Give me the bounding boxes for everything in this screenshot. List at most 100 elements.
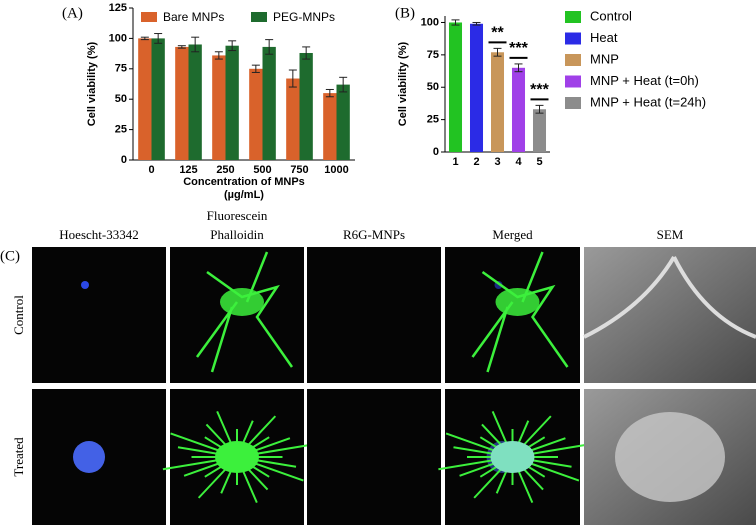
bar: [323, 93, 337, 160]
bar: [448, 22, 463, 152]
legend-label: Heat: [590, 30, 618, 45]
legend-label: PEG-MNPs: [273, 10, 335, 24]
bar: [286, 78, 300, 160]
legend-swatch: [565, 11, 581, 23]
y-tick-label: 100: [421, 16, 439, 28]
error-bar: [302, 46, 311, 60]
row-label: Treated: [11, 437, 26, 477]
error-bar: [140, 36, 149, 41]
column-header: Merged: [492, 227, 533, 242]
x-tick-label: 4: [515, 156, 522, 168]
bar: [138, 38, 152, 160]
bar: [151, 38, 165, 160]
x-tick-label: 0: [148, 164, 154, 176]
y-tick-label: 125: [109, 2, 127, 14]
x-axis-label: (µg/mL): [224, 189, 264, 201]
y-tick-label: 75: [427, 49, 439, 61]
legend-swatch: [565, 75, 581, 88]
y-tick-label: 0: [121, 154, 127, 166]
y-tick-label: 75: [115, 63, 127, 75]
bar: [249, 68, 263, 160]
bar: [490, 52, 505, 153]
x-tick-label: 750: [290, 164, 308, 176]
y-axis-label: Cell viability (%): [86, 41, 98, 126]
error-bar: [177, 45, 186, 49]
x-tick-label: 125: [179, 164, 197, 176]
cell-soma: [490, 441, 535, 473]
bar: [262, 46, 276, 160]
y-tick-label: 100: [109, 32, 127, 44]
bar: [532, 109, 547, 152]
error-bar: [493, 47, 502, 57]
y-tick-label: 0: [433, 146, 439, 158]
legend-swatch: [565, 32, 581, 45]
sem-cell: [615, 412, 725, 502]
legend-label: Control: [590, 8, 632, 23]
legend-label: MNP + Heat (t=24h): [590, 94, 706, 109]
panel-label: (A): [62, 5, 83, 21]
error-bar: [535, 104, 544, 114]
y-tick-label: 25: [427, 114, 439, 126]
y-tick-label: 50: [115, 93, 127, 105]
x-axis-label: Concentration of MNPs: [183, 176, 305, 188]
column-header: SEM: [657, 227, 684, 242]
x-tick-label: 1: [452, 156, 458, 168]
bar: [175, 46, 189, 160]
bar: [469, 23, 484, 153]
nucleus: [73, 441, 105, 473]
legend-swatch: [141, 12, 157, 22]
micrograph: [584, 247, 756, 383]
x-tick-label: 1000: [324, 164, 348, 176]
error-bar: [154, 33, 163, 44]
legend-label: MNP + Heat (t=0h): [590, 73, 699, 88]
annotation: **: [491, 25, 504, 42]
error-bar: [472, 21, 481, 26]
legend-label: MNP: [590, 51, 619, 66]
cell-body: [195, 251, 294, 373]
error-bar: [325, 88, 334, 98]
error-bar: [514, 63, 523, 73]
x-tick-label: 500: [253, 164, 271, 176]
error-bar: [251, 64, 260, 73]
annotation: ***: [530, 82, 549, 99]
nucleus: [81, 281, 89, 289]
legend-swatch: [565, 97, 581, 109]
legend-swatch: [565, 54, 581, 66]
micrograph: [307, 389, 441, 525]
row-label: Control: [11, 295, 26, 335]
sem-cell: [583, 255, 756, 339]
error-bar: [265, 39, 274, 55]
cell-body: [471, 251, 569, 373]
micrograph: [307, 247, 441, 383]
y-tick-label: 50: [427, 81, 439, 93]
annotation: ***: [509, 40, 528, 57]
column-header: R6G-MNPs: [343, 227, 405, 242]
error-bar: [214, 51, 223, 60]
x-tick-label: 250: [216, 164, 234, 176]
bar: [225, 45, 239, 160]
bar: [188, 44, 202, 161]
y-tick-label: 25: [115, 124, 127, 136]
column-header: Phalloidin: [210, 227, 264, 242]
x-tick-label: 5: [536, 156, 542, 168]
x-tick-label: 3: [494, 156, 500, 168]
bar: [212, 55, 226, 161]
error-bar: [228, 40, 237, 52]
panel-label: (C): [0, 248, 20, 264]
bar: [511, 67, 526, 152]
legend-swatch: [251, 12, 267, 22]
error-bar: [191, 36, 200, 53]
legend-label: Bare MNPs: [163, 10, 224, 24]
cell-soma: [495, 288, 540, 316]
micrograph: [32, 247, 166, 383]
panel-label: (B): [395, 5, 415, 21]
x-tick-label: 2: [473, 156, 479, 168]
y-axis-label: Cell viability (%): [397, 41, 409, 126]
error-bar: [288, 69, 297, 88]
column-header: Fluorescein: [207, 208, 268, 223]
cell-soma: [220, 288, 264, 316]
column-header: Hoescht-33342: [59, 227, 138, 242]
cell-soma: [215, 441, 259, 473]
error-bar: [339, 76, 348, 93]
